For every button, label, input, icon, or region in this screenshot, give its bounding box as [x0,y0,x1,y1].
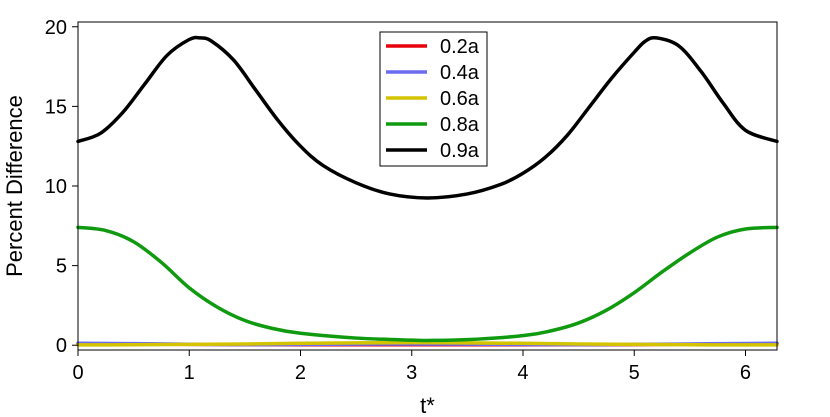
legend-label: 0.4a [440,62,480,84]
x-axis-title: t* [420,393,435,417]
y-axis: 0 5 10 15 20 [45,17,78,357]
series-line-0.6a [76,340,779,347]
y-tick-label: 15 [45,96,67,118]
y-tick-label: 10 [45,176,67,198]
y-axis-title: Percent Difference [2,95,27,277]
series-layer [76,35,779,347]
series-line-0.8a [76,225,779,343]
x-tick-label: 0 [72,362,83,384]
x-tick-label: 4 [517,362,528,384]
y-tick-label: 0 [56,335,67,357]
legend-label: 0.2a [440,36,480,58]
series-line-0.9a [76,35,779,200]
legend-label: 0.8a [440,114,480,136]
x-tick-label: 2 [295,362,306,384]
legend: 0.2a 0.4a 0.6a 0.8a 0.9a [379,31,488,167]
x-tick-label: 5 [629,362,640,384]
x-tick-label: 3 [406,362,417,384]
x-tick-label: 1 [184,362,195,384]
y-tick-label: 20 [45,17,67,39]
legend-label: 0.9a [440,140,480,162]
legend-label: 0.6a [440,88,480,110]
y-tick-label: 5 [56,256,67,278]
x-tick-label: 6 [740,362,751,384]
x-axis: 0 1 2 3 4 5 6 [72,350,751,384]
